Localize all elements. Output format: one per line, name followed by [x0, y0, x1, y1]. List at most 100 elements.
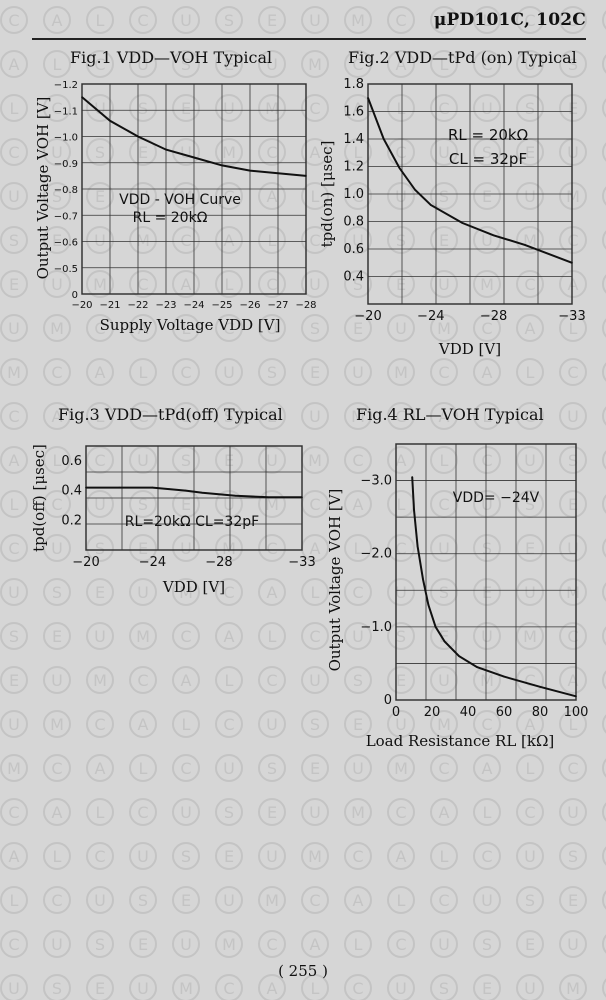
watermark-mark: A [516, 710, 544, 738]
watermark-mark: A [258, 182, 286, 210]
fig3-ylabel: tpd(off) [μsec] [30, 444, 48, 552]
watermark-mark: U [129, 578, 157, 606]
watermark-mark: L [172, 314, 200, 342]
svg-text:E: E [224, 451, 234, 470]
watermark-mark: M [43, 710, 71, 738]
svg-text:S: S [52, 187, 62, 206]
svg-text:E: E [525, 143, 535, 162]
watermark-mark: S [129, 490, 157, 518]
fig4-xtick-label: 80 [532, 705, 549, 720]
watermark-mark: C [387, 930, 415, 958]
watermark-mark: E [258, 6, 286, 34]
watermark-mark: M [215, 534, 243, 562]
watermark-mark: U [129, 974, 157, 1000]
fig3-caption: VDD—tPd(off) Typical [104, 405, 283, 424]
svg-text:C: C [266, 935, 277, 954]
fig2-chart: −20 −24 −28 −33 0.4 0.6 0.8 1.0 1.2 1.4 1.6 1.8 VDD … [320, 77, 586, 358]
watermark-mark: M [0, 358, 28, 386]
svg-text:C: C [481, 847, 492, 866]
svg-text:E: E [525, 539, 535, 558]
svg-text:C: C [481, 451, 492, 470]
svg-text:C: C [180, 231, 191, 250]
watermark-mark: U [215, 94, 243, 122]
watermark-mark: A [86, 358, 114, 386]
svg-text:C: C [481, 55, 492, 74]
svg-text:U: U [223, 891, 235, 910]
svg-text:M: M [265, 495, 279, 514]
watermark-mark: U [43, 930, 71, 958]
watermark-mark: A [559, 666, 587, 694]
watermark-mark: C [129, 402, 157, 430]
watermark-mark: C [473, 710, 501, 738]
svg-text:C: C [94, 451, 105, 470]
watermark-mark: U [516, 974, 544, 1000]
watermark-mark: M [0, 754, 28, 782]
svg-text:L: L [96, 11, 105, 30]
svg-text:L: L [526, 363, 535, 382]
svg-text:L: L [10, 495, 19, 514]
watermark-mark: C [602, 318, 606, 338]
svg-text:U: U [567, 11, 579, 30]
svg-text:S: S [482, 539, 492, 558]
watermark-mark: C [344, 446, 372, 474]
fig2-ytick-label: 0.6 [343, 242, 364, 257]
fig2-data-point [461, 222, 463, 224]
watermark-mark: L [215, 666, 243, 694]
svg-text:U: U [137, 583, 149, 602]
svg-text:U: U [94, 891, 106, 910]
fig3-ytick-label: 0.6 [61, 454, 82, 469]
watermark-mark: E [215, 842, 243, 870]
svg-text:C: C [567, 627, 578, 646]
svg-text:L: L [397, 891, 406, 910]
watermark-mark: S [430, 182, 458, 210]
watermark-mark: M [430, 710, 458, 738]
svg-text:M: M [351, 803, 365, 822]
watermark-mark: C [473, 314, 501, 342]
watermark-mark: U [602, 758, 606, 778]
svg-text:M: M [179, 979, 193, 998]
fig1-xtick-label: −24 [183, 300, 204, 311]
fig3-ytick-label: 0.2 [61, 513, 82, 528]
watermark-mark: A [387, 446, 415, 474]
svg-text:S: S [9, 627, 19, 646]
svg-text:U: U [395, 583, 407, 602]
watermark-mark: A [430, 402, 458, 430]
svg-text:L: L [225, 671, 234, 690]
svg-text:U: U [266, 715, 278, 734]
fig4-xtick-label: 20 [424, 705, 441, 720]
svg-text:S: S [138, 891, 148, 910]
svg-text:U: U [352, 759, 364, 778]
watermark-mark: U [86, 886, 114, 914]
watermark-mark: M [215, 930, 243, 958]
svg-text:A: A [396, 847, 407, 866]
svg-text:U: U [51, 275, 63, 294]
watermark-mark: U [602, 890, 606, 910]
fig3-data-point [267, 496, 270, 499]
watermark-mark: A [215, 226, 243, 254]
watermark-mark: A [602, 230, 606, 250]
svg-text:E: E [568, 495, 578, 514]
watermark-mark: C [344, 974, 372, 1000]
svg-text:S: S [138, 495, 148, 514]
watermark-mark: U [473, 94, 501, 122]
svg-text:C: C [137, 671, 148, 690]
svg-text:C: C [481, 715, 492, 734]
watermark-mark: M [473, 666, 501, 694]
watermark-mark: S [86, 930, 114, 958]
watermark-mark: M [215, 138, 243, 166]
svg-text:E: E [482, 583, 492, 602]
watermark-mark: U [43, 666, 71, 694]
watermark-mark: L [0, 490, 28, 518]
watermark-mark: U [215, 490, 243, 518]
watermark-mark: U [473, 622, 501, 650]
watermark-mark: C [0, 930, 28, 958]
svg-text:S: S [525, 891, 535, 910]
watermark-mark: U [559, 138, 587, 166]
watermark-mark: U [258, 50, 286, 78]
svg-text:U: U [137, 187, 149, 206]
watermark-mark: S [602, 802, 606, 822]
fig1-ytick-label: −1.0 [54, 133, 78, 144]
svg-text:L: L [96, 407, 105, 426]
watermark-mark: E [473, 974, 501, 1000]
watermark-mark: U [559, 6, 587, 34]
